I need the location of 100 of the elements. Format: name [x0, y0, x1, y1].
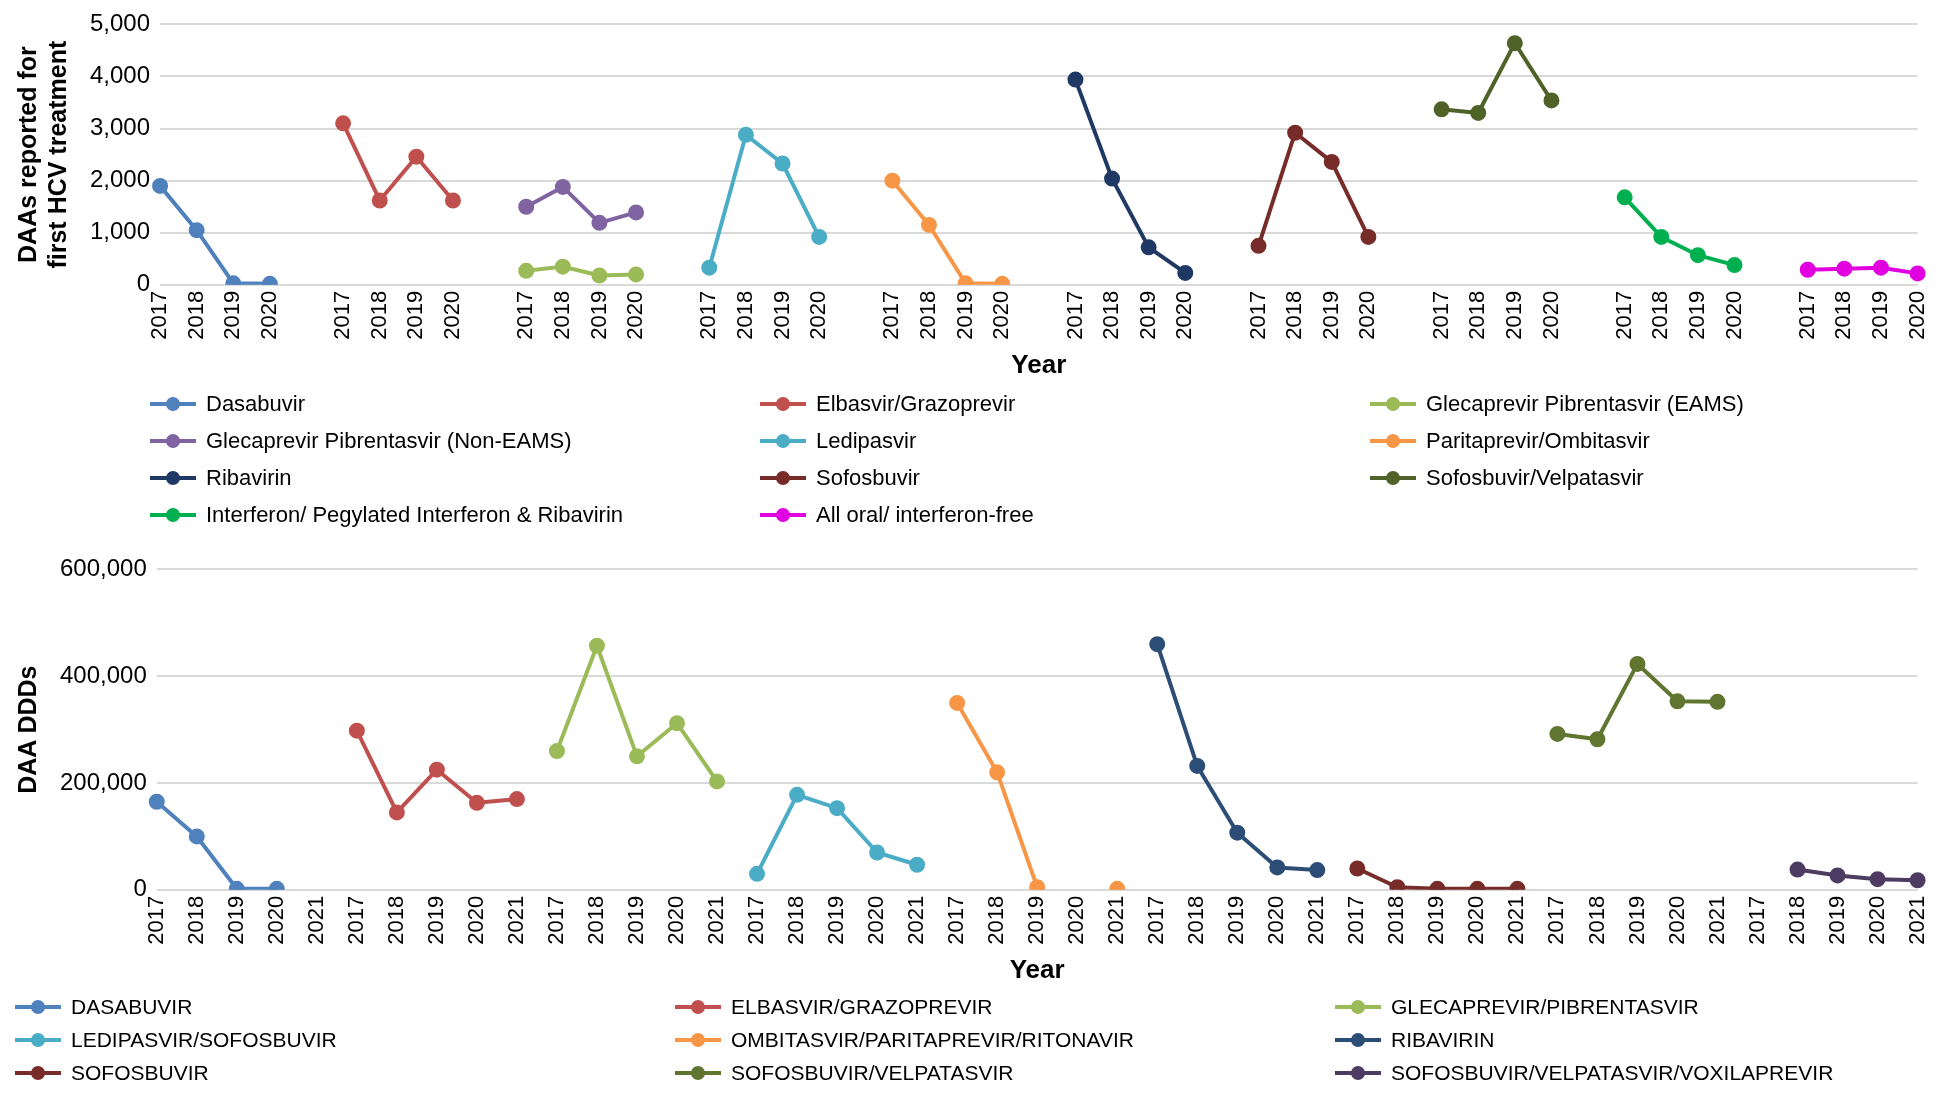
x-tick-label: 2017: [743, 895, 769, 945]
x-tick-label: 2017: [1543, 895, 1569, 945]
x-tick-label: 2019: [951, 290, 977, 340]
x-tick-label: 2018: [1098, 290, 1124, 340]
y-tick-label: 3,000: [90, 113, 151, 141]
point: [1726, 257, 1743, 274]
point: [518, 198, 535, 215]
legend-label: Paritaprevir/Ombitasvir: [1426, 427, 1650, 454]
x-tick-label: 2019: [1317, 290, 1343, 340]
point: [1669, 693, 1686, 710]
point: [1549, 725, 1566, 742]
point: [1799, 261, 1816, 278]
x-tick-label: 2018: [1383, 895, 1409, 945]
x-tick-label: 2020: [1463, 895, 1489, 945]
x-tick-label: 2020: [1354, 290, 1380, 340]
y-tick-label: 5,000: [90, 9, 151, 37]
legend-label: Ledipasvir: [816, 427, 917, 454]
point: [737, 126, 754, 143]
x-tick-label: 2020: [1263, 895, 1289, 945]
point: [1269, 859, 1286, 876]
x-tick-label: 2018: [182, 290, 208, 340]
point: [1869, 871, 1886, 888]
point: [920, 216, 937, 233]
x-tick-label: 2021: [1303, 895, 1329, 945]
point: [554, 178, 571, 195]
x-tick-label: 2018: [548, 290, 574, 340]
point: [1836, 260, 1853, 277]
point: [789, 786, 806, 803]
x-tick-label: 2021: [903, 895, 929, 945]
point: [869, 844, 886, 861]
point: [1250, 237, 1267, 254]
legend-label: OMBITASVIR/PARITAPREVIR/RITONAVIR: [731, 1027, 1134, 1052]
x-tick-label: 2021: [1503, 895, 1529, 945]
point: [188, 222, 205, 239]
x-tick-label: 2019: [585, 290, 611, 340]
x-axis-title: Year: [1009, 953, 1065, 984]
point: [1589, 731, 1606, 748]
y-tick-label: 2,000: [90, 165, 151, 193]
legend-label: Dasabuvir: [206, 390, 306, 417]
point: [1829, 867, 1846, 884]
point: [444, 192, 461, 209]
x-tick-label: 2018: [583, 895, 609, 945]
legend-label: Sofosbuvir: [816, 464, 920, 491]
point: [554, 258, 571, 275]
x-tick-label: 2020: [255, 290, 281, 340]
x-tick-label: 2020: [1903, 290, 1929, 340]
x-tick-label: 2021: [502, 895, 528, 945]
point: [1067, 71, 1084, 88]
point: [335, 115, 352, 132]
y-axis-title: DAAs reported for first HCV treatment: [12, 40, 71, 269]
x-tick-label: 2018: [915, 290, 941, 340]
point: [1709, 693, 1726, 710]
x-tick-label: 2017: [1793, 290, 1819, 340]
x-tick-label: 2020: [262, 895, 288, 945]
x-tick-label: 2017: [1743, 895, 1769, 945]
legend-label: RIBAVIRIN: [1391, 1027, 1495, 1052]
x-tick-label: 2017: [512, 290, 538, 340]
point: [1149, 636, 1166, 653]
x-tick-label: 2021: [1103, 895, 1129, 945]
point: [1629, 655, 1646, 672]
point: [1543, 92, 1560, 109]
x-tick-label: 2017: [1244, 290, 1270, 340]
x-tick-label: 2018: [1583, 895, 1609, 945]
x-tick-label: 2020: [439, 290, 465, 340]
x-tick-label: 2019: [219, 290, 245, 340]
point: [1323, 153, 1340, 170]
x-tick-label: 2021: [1903, 895, 1929, 945]
point: [774, 155, 791, 172]
x-tick-label: 2020: [1171, 290, 1197, 340]
point: [1789, 861, 1806, 878]
x-tick-label: 2019: [222, 895, 248, 945]
point: [1140, 239, 1157, 256]
point: [1689, 247, 1706, 264]
x-tick-label: 2018: [1830, 290, 1856, 340]
point: [591, 214, 608, 231]
x-tick-label: 2017: [543, 895, 569, 945]
x-tick-label: 2021: [703, 895, 729, 945]
point: [588, 637, 605, 654]
point: [628, 748, 645, 765]
x-tick-label: 2017: [1343, 895, 1369, 945]
x-tick-label: 2018: [731, 290, 757, 340]
x-axis-title: Year: [1011, 348, 1067, 379]
x-tick-label: 2019: [1867, 290, 1893, 340]
point: [829, 800, 846, 817]
point: [949, 694, 966, 711]
x-tick-label: 2018: [365, 290, 391, 340]
x-tick-label: 2017: [695, 290, 721, 340]
x-tick-label: 2019: [1023, 895, 1049, 945]
x-tick-label: 2017: [878, 290, 904, 340]
point: [148, 793, 165, 810]
point: [1349, 860, 1366, 877]
legend-label: DASABUVIR: [71, 994, 193, 1019]
point: [1433, 101, 1450, 118]
legend-label: SOFOSBUVIR: [71, 1060, 209, 1085]
x-tick-label: 2020: [805, 290, 831, 340]
legend-label: SOFOSBUVIR/VELPATASVIR: [731, 1060, 1014, 1085]
point: [1360, 228, 1377, 245]
point: [749, 865, 766, 882]
x-tick-label: 2017: [342, 895, 368, 945]
legend-label: Elbasvir/Grazoprevir: [816, 390, 1016, 417]
